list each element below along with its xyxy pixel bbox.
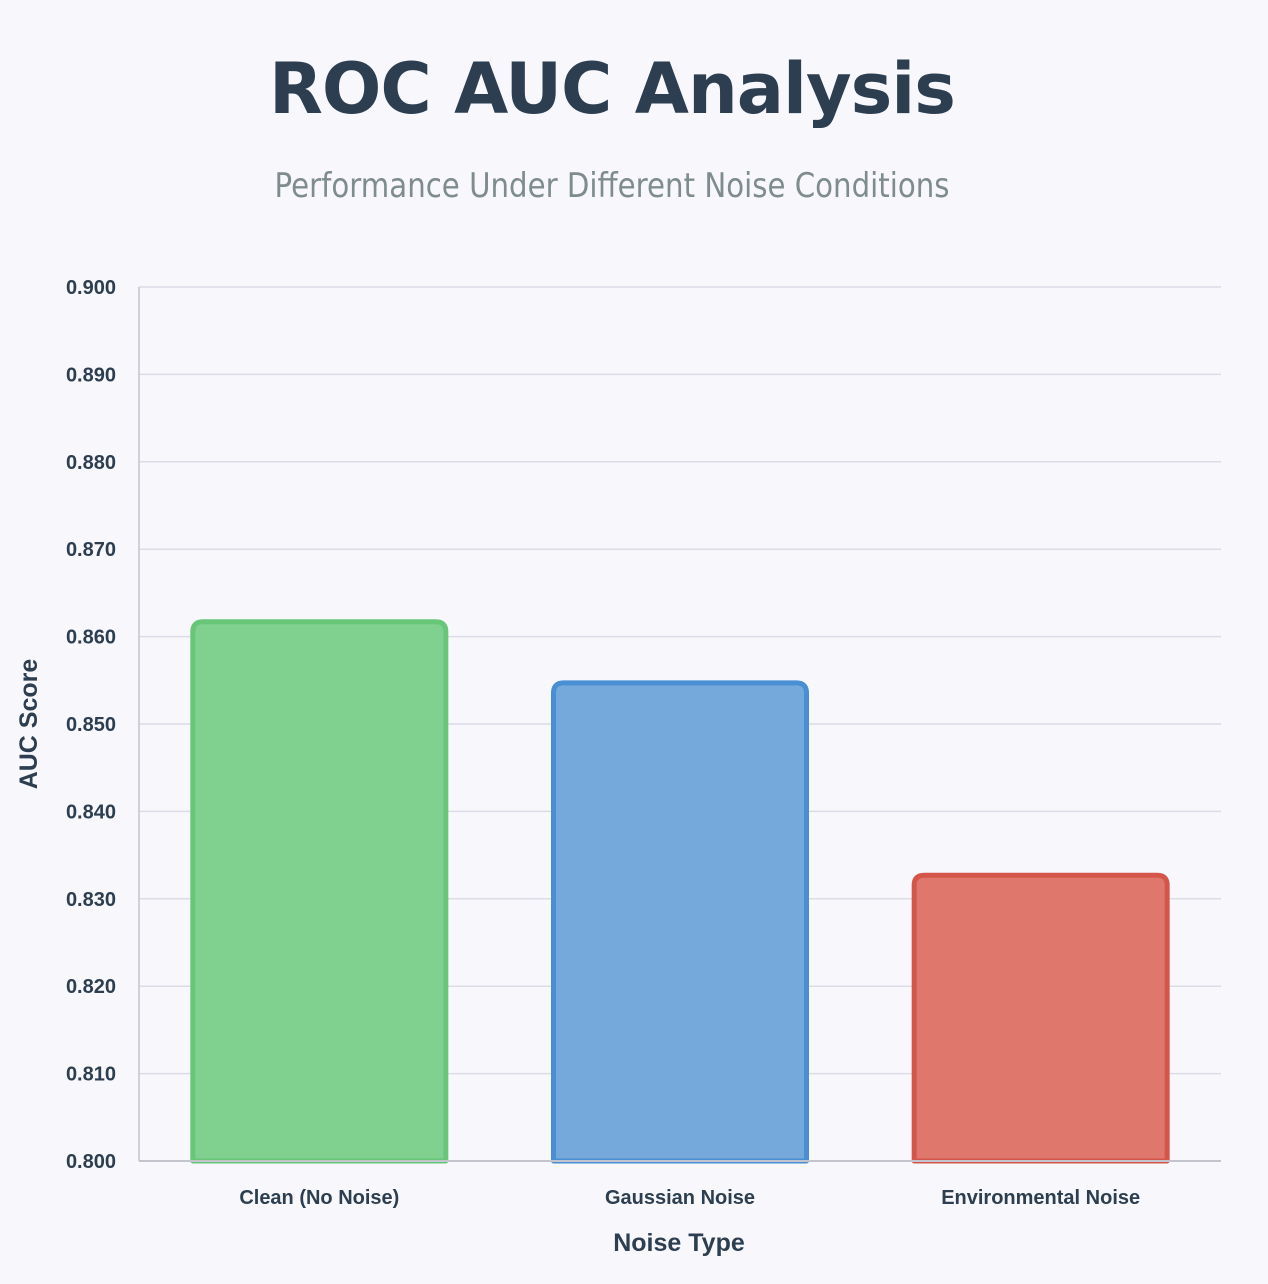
x-tick-label: Clean (No Noise) xyxy=(239,1187,399,1209)
axes xyxy=(138,287,1221,1162)
x-tick-labels: Clean (No Noise) Gaussian Noise Environmen… xyxy=(239,1187,1140,1209)
bar xyxy=(911,872,1170,1164)
bar xyxy=(551,680,809,1164)
y-tick-label: 0.900 xyxy=(66,277,116,299)
bar xyxy=(190,619,449,1164)
y-axis-title: AUC Score xyxy=(15,659,43,790)
y-tick-label: 0.820 xyxy=(66,976,116,998)
y-tick-label: 0.810 xyxy=(66,1064,116,1086)
bars xyxy=(190,619,1170,1164)
y-tick-label: 0.870 xyxy=(66,539,116,561)
y-tick-label: 0.850 xyxy=(66,714,116,736)
y-tick-label: 0.890 xyxy=(66,364,116,386)
x-tick-label: Environmental Noise xyxy=(941,1187,1140,1209)
y-tick-labels: 0.800 0.810 0.820 0.830 0.840 0.850 0.860 0.870… xyxy=(66,277,116,1173)
y-tick-label: 0.840 xyxy=(66,801,116,823)
chart-subtitle: Performance Under Different Noise Condit… xyxy=(274,166,950,206)
y-tick-label: 0.800 xyxy=(66,1151,116,1173)
chart-title: ROC AUC Analysis xyxy=(269,48,956,130)
x-tick-label: Gaussian Noise xyxy=(605,1187,755,1209)
x-axis-title: Noise Type xyxy=(613,1229,745,1257)
y-tick-label: 0.860 xyxy=(66,627,116,649)
y-tick-label: 0.880 xyxy=(66,452,116,474)
y-tick-label: 0.830 xyxy=(66,889,116,911)
